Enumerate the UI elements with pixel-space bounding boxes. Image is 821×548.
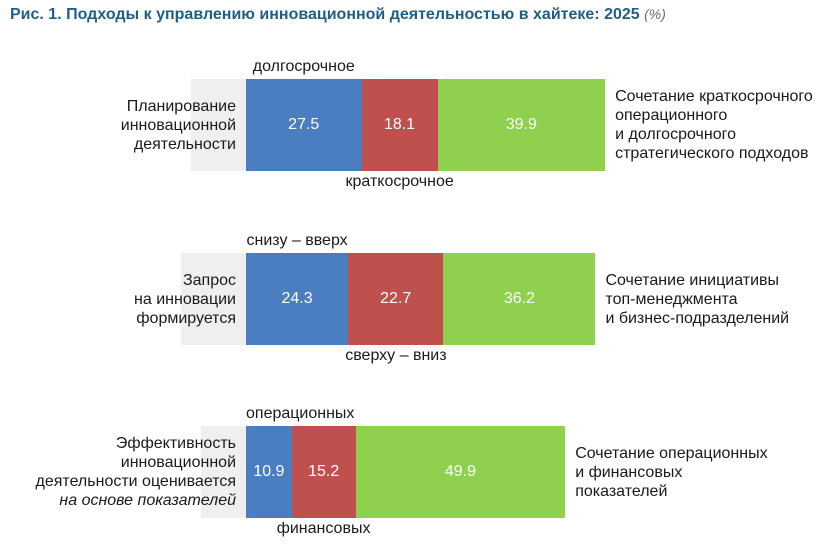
row-label: Эффективность инновационной деятельности о… xyxy=(36,434,236,510)
side-annotation-line: и финансовых xyxy=(575,463,683,481)
side-annotation: Сочетание операционных и финансовых показа… xyxy=(575,444,767,501)
side-annotation-line: Сочетание операционных xyxy=(575,444,768,462)
row-label-line: деятельности xyxy=(133,135,236,153)
row-label-line: Планирование xyxy=(126,97,236,115)
data-label: 15.2 xyxy=(308,463,340,480)
bar-segment: 18.1 xyxy=(361,79,438,171)
side-annotation-line: Сочетание инициативы xyxy=(605,271,780,289)
data-label: 18.1 xyxy=(383,116,416,133)
data-label: 39.9 xyxy=(505,116,537,133)
data-label: 27.5 xyxy=(288,116,320,133)
bar-segment: 49.9 xyxy=(355,426,566,518)
bar-segment: 10.9 xyxy=(246,426,292,518)
row-label-line: Эффективность xyxy=(115,435,236,452)
bar-segment: 39.9 xyxy=(437,79,606,171)
bar-segment: 22.7 xyxy=(348,253,444,345)
bar-segment: 15.2 xyxy=(291,426,356,518)
side-annotation: Сочетание инициативы топ-менеджмента и биз… xyxy=(605,271,789,328)
row-label-band xyxy=(191,79,246,171)
row-label-italic-line: на основе показателей xyxy=(59,492,236,509)
bar-segment: 24.3 xyxy=(246,253,349,345)
side-annotation-line: и долгосрочного xyxy=(615,126,736,143)
side-annotation-line: топ-менеджмента xyxy=(605,290,738,308)
bottom-caption: финансовых xyxy=(276,520,371,537)
bottom-caption: сверху – вниз xyxy=(345,347,447,364)
bar-segment: 27.5 xyxy=(246,79,362,171)
figure-number: Рис. 1. xyxy=(10,6,62,23)
data-label: 10.9 xyxy=(253,463,285,480)
data-label: 24.3 xyxy=(281,290,313,307)
chart-title: Рис. 1. Подходы к управлению инновационн… xyxy=(10,6,810,24)
side-annotation: Сочетание краткосрочного операционного и д… xyxy=(615,87,813,163)
figure-title: Подходы к управлению инновационной деяте… xyxy=(66,6,640,23)
row-label: Запрос на инновации формируется xyxy=(134,271,236,328)
data-label: 49.9 xyxy=(444,463,476,480)
row-label-line: формируется xyxy=(136,309,236,327)
top-caption: снизу – вверх xyxy=(246,232,348,249)
figure-unit: (%) xyxy=(644,6,666,22)
data-label: 36.2 xyxy=(503,290,535,307)
side-annotation-line: показателей xyxy=(575,482,668,500)
row-label: Планирование инновационной деятельности xyxy=(121,97,236,154)
side-annotation-line: операционного xyxy=(615,107,728,124)
row-label-line: на инновации xyxy=(134,290,236,308)
data-label: 22.7 xyxy=(380,290,412,307)
top-caption: долгосрочное xyxy=(252,58,355,75)
side-annotation-line: стратегического подходов xyxy=(615,145,809,162)
side-annotation-line: и бизнес-подразделений xyxy=(605,309,790,327)
row-label-band xyxy=(181,253,246,345)
row-label-line: инновационной xyxy=(120,116,236,134)
row-label-line: инновационной xyxy=(120,454,236,471)
row-label-band xyxy=(201,426,246,518)
bottom-caption: краткосрочное xyxy=(345,173,454,190)
row-label-line: Запрос xyxy=(182,271,236,289)
top-caption: операционных xyxy=(246,405,355,422)
bar-segment: 36.2 xyxy=(443,253,596,345)
side-annotation-line: Сочетание краткосрочного xyxy=(615,88,813,105)
row-label-line: деятельности оценивается xyxy=(35,473,236,490)
